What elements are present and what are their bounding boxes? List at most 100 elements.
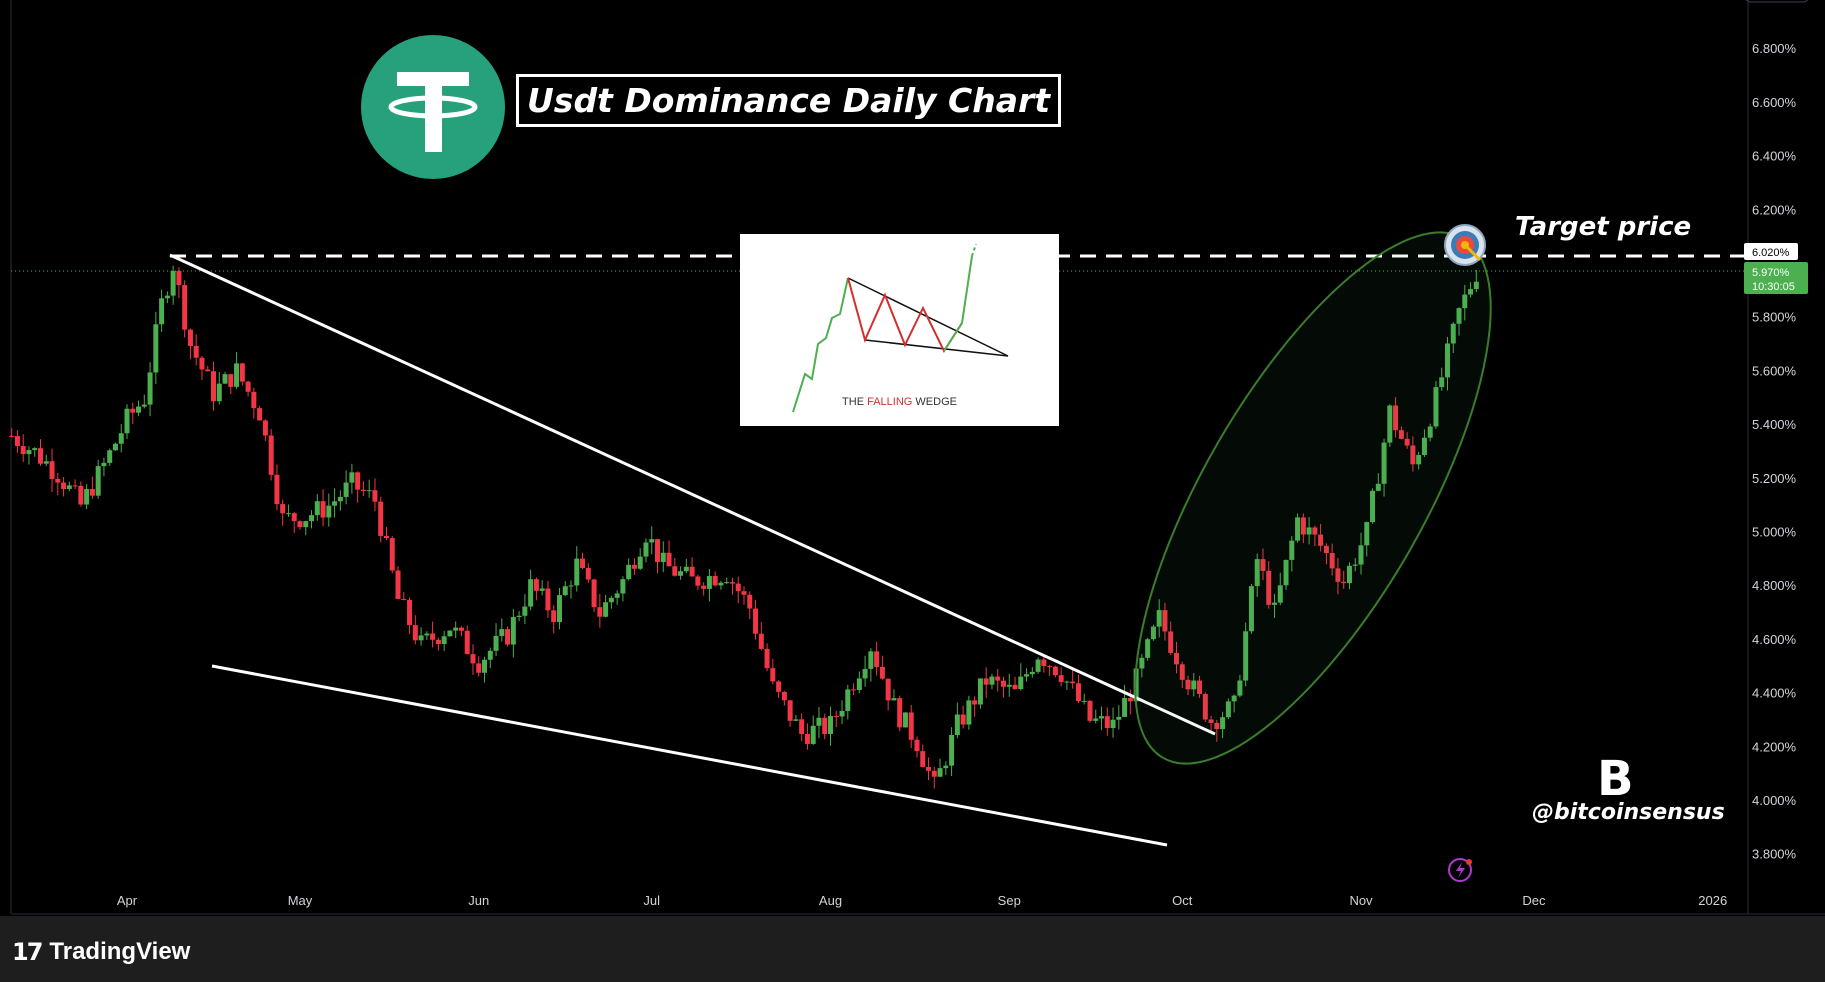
- chart-title: Usdt Dominance Daily Chart: [516, 74, 1062, 127]
- candle-up: [1295, 517, 1301, 541]
- y-tick-label: 5.600%: [1752, 363, 1797, 378]
- candle-up: [902, 712, 908, 728]
- candle-down: [787, 700, 793, 721]
- candle-up: [487, 650, 493, 660]
- y-tick-label: 4.400%: [1752, 686, 1797, 701]
- candle-down: [1104, 716, 1110, 728]
- corner-button[interactable]: [1745, 0, 1809, 3]
- tradingview-logo[interactable]: 17 TradingView: [12, 938, 190, 966]
- candle-up: [482, 659, 488, 673]
- candle-up: [112, 443, 118, 451]
- candle-down: [274, 474, 280, 505]
- candle-down: [995, 676, 1001, 681]
- countdown-text: 10:30:05: [1752, 281, 1795, 293]
- candle-up: [977, 678, 983, 705]
- candle-down: [1398, 430, 1404, 439]
- candle-up: [1439, 377, 1445, 388]
- target-price-tag: 6.020%: [1744, 243, 1798, 260]
- candle-down: [533, 579, 539, 591]
- candle-up: [118, 433, 124, 444]
- candle-down: [412, 625, 418, 641]
- candle-down: [401, 598, 407, 600]
- candle-up: [706, 576, 712, 589]
- x-tick-label: Sep: [998, 893, 1021, 908]
- candle-up: [827, 716, 833, 734]
- candle-up: [499, 629, 505, 636]
- candle-up: [989, 676, 995, 685]
- candle-up: [84, 488, 90, 505]
- candle-up: [95, 466, 101, 496]
- candle-down: [822, 717, 828, 734]
- lightning-icon[interactable]: [1448, 858, 1472, 882]
- candle-down: [851, 689, 857, 691]
- candle-up: [447, 630, 453, 637]
- candle-up: [26, 450, 32, 455]
- candle-down: [470, 654, 476, 664]
- chart-canvas[interactable]: 3.800% 4.000% 4.200% 4.400% 4.600% 4.800% 5.00…: [0, 0, 1825, 916]
- candle-down: [1087, 700, 1093, 721]
- candle-down: [874, 651, 880, 667]
- candle-down: [1012, 684, 1018, 690]
- candle-down: [631, 564, 637, 569]
- candle-up: [1456, 308, 1462, 324]
- candle-down: [776, 681, 782, 692]
- candle-down: [1075, 683, 1081, 702]
- candle-up: [32, 448, 38, 451]
- candle-down: [1052, 666, 1058, 676]
- candle-down: [1393, 405, 1399, 431]
- candle-up: [101, 462, 107, 467]
- candle-down: [770, 668, 776, 682]
- candle-up: [1254, 559, 1260, 587]
- candle-down: [551, 610, 557, 623]
- candle-up: [1035, 659, 1041, 672]
- candle-down: [383, 535, 389, 539]
- candle-up: [949, 735, 955, 766]
- time-axis[interactable]: Apr May Jun Jul Aug Sep Oct Nov Dec 2026: [117, 893, 1727, 908]
- price-axis[interactable]: 3.800% 4.000% 4.200% 4.400% 4.600% 4.800% 5.00…: [1752, 41, 1797, 862]
- candle-up: [1346, 565, 1352, 584]
- candle-down: [182, 285, 188, 330]
- target-icon: [1444, 224, 1486, 266]
- candle-up: [1150, 626, 1156, 640]
- candle-down: [1323, 545, 1329, 554]
- candle-up: [1381, 442, 1387, 484]
- candle-down: [758, 633, 764, 649]
- y-tick-label: 4.800%: [1752, 578, 1797, 593]
- x-tick-label: Jul: [643, 893, 660, 908]
- y-tick-label: 5.200%: [1752, 471, 1797, 486]
- candle-up: [107, 450, 113, 463]
- candle-down: [1329, 553, 1335, 569]
- candle-down: [960, 714, 966, 725]
- candle-down: [1202, 693, 1208, 720]
- candle-down: [1410, 445, 1416, 465]
- candle-up: [1110, 719, 1116, 728]
- candle-down: [1058, 675, 1064, 682]
- x-tick-label: Oct: [1172, 893, 1193, 908]
- candle-down: [983, 678, 989, 685]
- candle-up: [343, 482, 349, 497]
- candle-up: [337, 496, 343, 502]
- x-tick-label: Jun: [468, 893, 489, 908]
- candle-down: [78, 485, 84, 505]
- candle-up: [441, 636, 447, 645]
- candle-down: [49, 461, 55, 479]
- x-tick-label: Aug: [819, 893, 842, 908]
- candle-up: [147, 372, 153, 405]
- candle-up: [539, 588, 545, 591]
- candle-up: [516, 615, 522, 618]
- candle-up: [839, 710, 845, 717]
- candle-down: [695, 576, 701, 586]
- candle-up: [349, 472, 355, 483]
- candle-up: [683, 566, 689, 572]
- target-price-tag-text: 6.020%: [1752, 247, 1790, 259]
- candle-up: [810, 725, 816, 744]
- x-tick-label: Nov: [1349, 893, 1373, 908]
- candle-up: [332, 501, 338, 506]
- candle-down: [205, 369, 211, 372]
- candle-down: [360, 489, 366, 491]
- candle-down: [395, 570, 401, 599]
- candle-down: [833, 716, 839, 718]
- bitcoinsensus-logo-icon: B: [1597, 751, 1634, 807]
- candle-down: [435, 639, 441, 645]
- candle-down: [210, 371, 216, 402]
